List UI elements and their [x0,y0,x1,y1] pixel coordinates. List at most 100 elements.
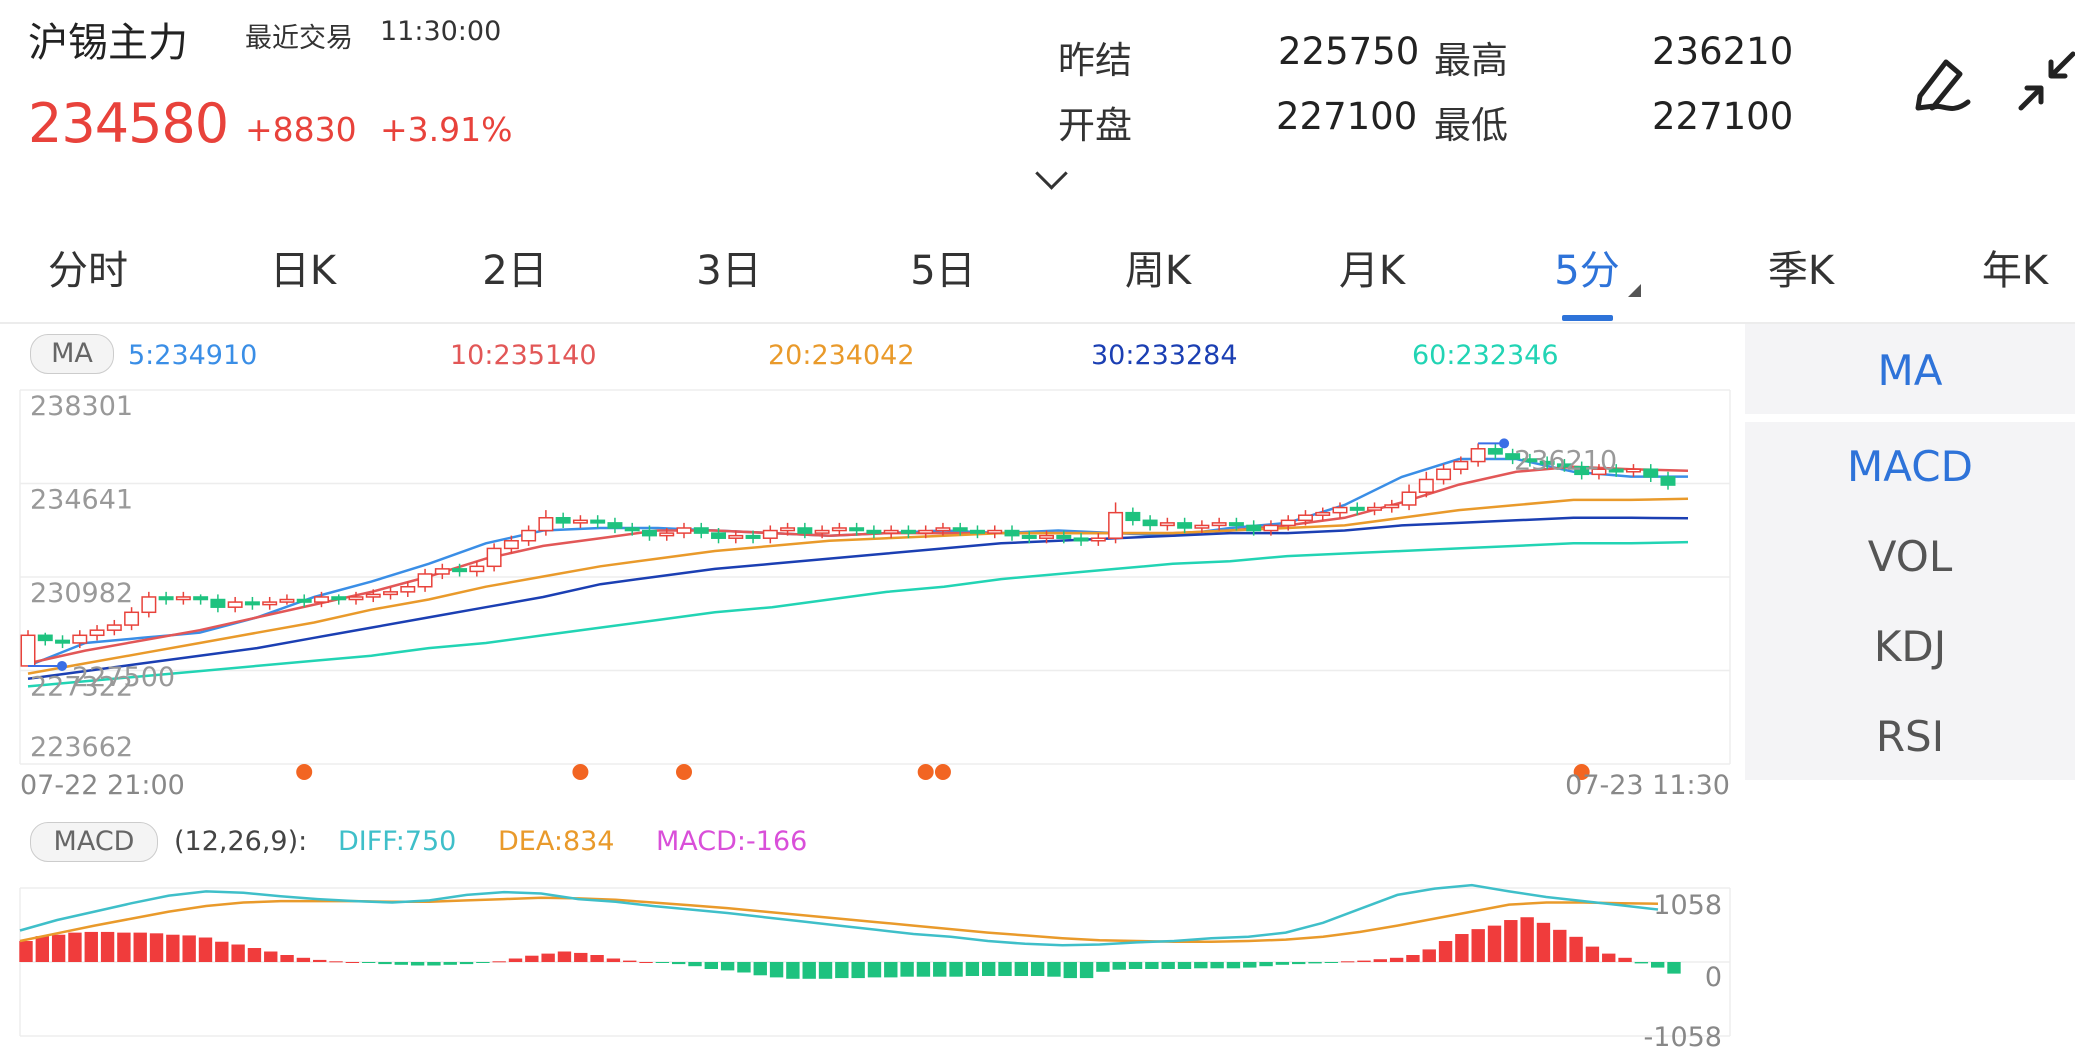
macd-bar-positive [574,952,588,962]
candle [193,596,209,601]
ma-pill[interactable]: MA [30,334,114,374]
candle [538,517,554,532]
y-tick-label: 238301 [30,391,133,422]
price-change-pct: +3.91% [380,110,513,149]
candle [158,596,174,601]
candle [175,596,191,601]
candle [106,624,122,631]
tab-quarterly-k[interactable]: 季K [1767,248,1835,294]
candle [693,527,709,534]
macd-bar-positive [639,962,653,963]
candle [55,639,71,644]
macd-bar-positive [215,941,229,962]
tab-monthly-k[interactable]: 月K [1338,248,1406,294]
candle [814,529,830,534]
tab-dropdown-corner-icon[interactable] [1628,284,1641,297]
candle [607,522,623,529]
macd-chart[interactable]: 1058 0 -1058 [0,880,1740,1050]
macd-bar-negative [900,962,914,977]
macd-bar-positive [296,957,311,962]
macd-bar-negative [818,962,833,979]
candle [227,601,243,608]
macd-y-tick-label: 0 [1705,962,1722,993]
macd-bar-positive [329,961,343,963]
candle [1280,519,1296,527]
active-tab-underline [1562,315,1613,321]
diff-line [19,883,1659,947]
macd-bar-negative [1145,962,1159,969]
macd-bar-positive [133,932,147,962]
low-dot [57,660,67,671]
candle [1194,524,1210,529]
indicator-kdj[interactable]: KDJ [1873,622,1947,671]
candle [1384,504,1400,509]
candle [780,527,796,532]
macd-bar-positive [182,935,196,962]
macd-bar-positive [313,959,327,962]
indicator-ma[interactable]: MA [1877,346,1943,395]
prev-settle-value: 225750 [1278,30,1420,73]
last-trade-label: 最近交易 [245,23,353,54]
macd-bar-negative [1128,962,1143,969]
candle [1643,468,1659,478]
candle [590,519,606,524]
macd-bar-positive [1618,957,1632,962]
tab-5-min[interactable]: 5分 [1554,248,1620,294]
macd-bar-negative [998,962,1012,976]
candle [987,529,1003,534]
ma5-value: 5:234910 [128,340,258,371]
indicator-vol[interactable]: VOL [1867,532,1953,581]
macd-pill[interactable]: MACD [30,822,158,862]
ma30-value: 30:233284 [1091,340,1238,371]
chevron-down-icon[interactable] [1035,157,1068,190]
tab-3-day[interactable]: 3日 [696,248,762,294]
high-annotation: 236210 [1514,445,1617,476]
macd-bar-negative [1292,962,1306,965]
candle [659,532,675,537]
candle [1211,522,1227,527]
macd-bar-negative [949,962,963,977]
macd-bar-negative [1259,962,1273,967]
macd-bar-negative [459,962,474,965]
kline-chart[interactable]: 236210 227500 238301 234641 230982 227322… [0,380,1740,800]
open-value: 227100 [1276,95,1418,138]
candle [1332,506,1348,514]
macd-bar-negative [1243,962,1257,968]
macd-bar-positive [247,948,262,962]
signal-marker [1573,764,1590,780]
indicator-macd[interactable]: MACD [1847,442,1973,491]
macd-bar-negative [1308,962,1322,964]
ma10-value: 10:235140 [450,340,597,371]
candle [348,596,364,601]
candle [1263,524,1279,532]
macd-bar-negative [867,962,882,978]
indicator-rsi[interactable]: RSI [1875,712,1945,761]
macd-bar-positive [606,958,621,962]
contract-name: 沪锡主力 [28,20,188,66]
macd-bar-negative [1177,962,1192,969]
price-change: +8830 [245,110,357,149]
tab-intraday[interactable]: 分时 [48,248,128,294]
tab-2-day[interactable]: 2日 [482,248,548,294]
last-trade-time: 11:30:00 [380,16,502,47]
tab-yearly-k[interactable]: 年K [1981,248,2049,294]
macd-bar-positive [166,934,180,962]
candle [244,601,260,606]
tab-daily-k[interactable]: 日K [269,248,337,294]
tab-5-day[interactable]: 5日 [910,248,976,294]
tab-weekly-k[interactable]: 周K [1124,248,1192,294]
macd-bar-negative [1014,962,1029,976]
macd-params: (12,26,9): [174,826,308,857]
macd-bar-positive [1373,959,1387,962]
macd-y-tick-label: -1058 [1644,1022,1722,1050]
pen-icon[interactable] [1908,50,1974,116]
macd-bar-negative [1275,962,1290,965]
candle [20,634,36,667]
shrink-icon[interactable] [2015,48,2075,114]
y-tick-label: 234641 [30,485,133,516]
x-end-label: 07-23 11:30 [1565,770,1730,800]
high-value: 236210 [1652,30,1794,73]
macd-bar-negative [982,962,996,976]
macd-bar-positive [623,960,637,962]
macd-bar-positive [1487,925,1502,962]
